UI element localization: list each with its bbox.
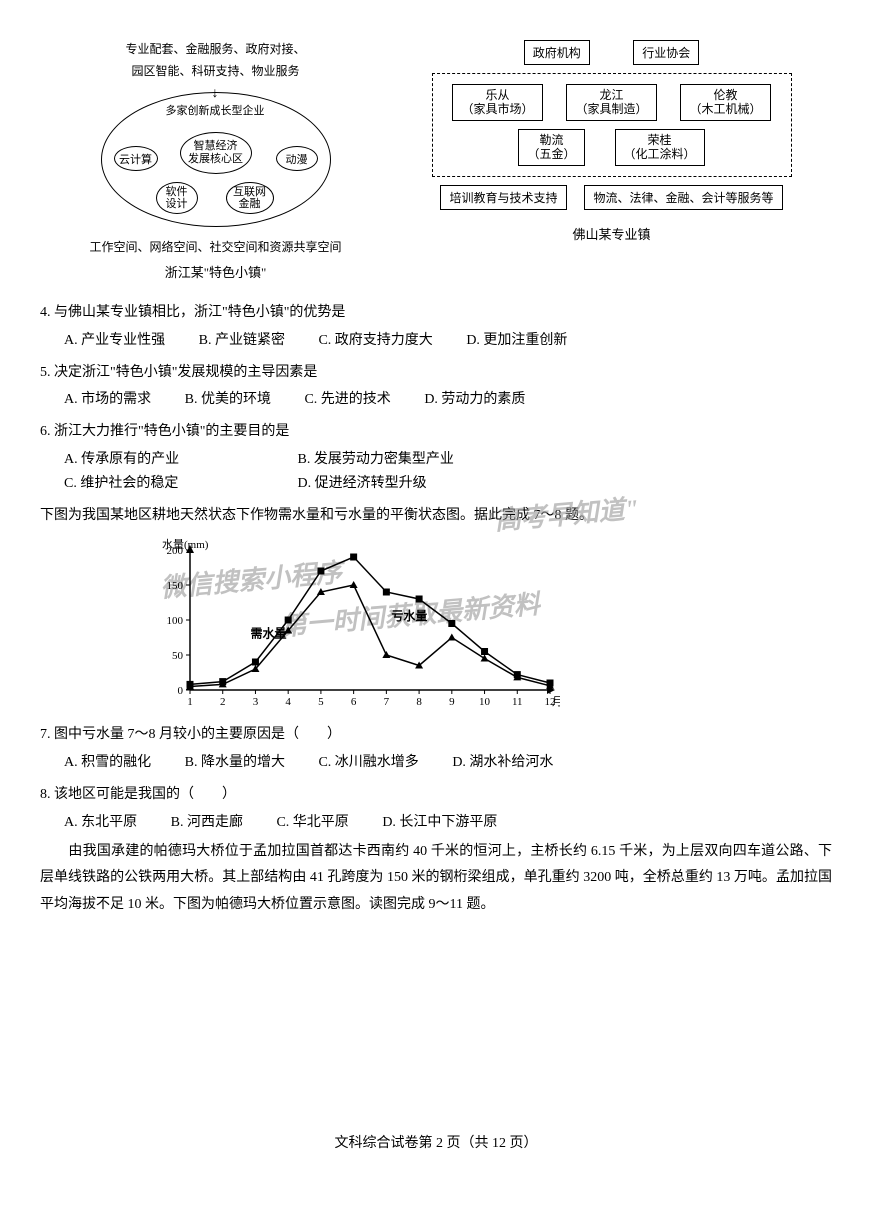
svg-text:4: 4 [285,696,291,708]
services-box: 物流、法律、金融、会计等服务等 [584,185,782,210]
q4-a: A. 产业专业性强 [64,329,165,353]
svg-text:亏水量: 亏水量 [391,608,427,623]
q4-options: A. 产业专业性强 B. 产业链紧密 C. 政府支持力度大 D. 更加注重创新 [40,329,832,353]
zhejiang-diagram: 专业配套、金融服务、政府对接、 园区智能、科研支持、物业服务 ↓ 多家创新成长型… [81,40,351,281]
bottom-row: 培训教育与技术支持 物流、法律、金融、会计等服务等 [432,185,792,210]
svg-text:5: 5 [318,696,324,708]
soft-l2: 设计 [166,198,188,210]
q6-b: B. 发展劳动力密集型产业 [298,448,498,472]
water-chart: 050100150200123456789101112月份水量(mm)需水量亏水… [140,535,560,715]
ronggui-box: 荣桂 （化工涂料） [615,129,705,166]
svg-text:7: 7 [384,696,390,708]
q5-options: A. 市场的需求 B. 优美的环境 C. 先进的技术 D. 劳动力的素质 [40,388,832,412]
svg-text:50: 50 [172,650,184,662]
q5-b: B. 优美的环境 [185,388,271,412]
lecong-l1: 乐从 [485,88,509,102]
watermark-1: "高考早知道" [479,488,640,539]
q7-c: C. 冰川融水增多 [318,751,418,775]
center-l2: 发展核心区 [188,153,243,165]
q8-text: 8. 该地区可能是我国的（ ） [40,783,832,807]
lunjiao-l2: （木工机械） [689,102,761,116]
q6-a: A. 传承原有的产业 [64,448,264,472]
soft-l1: 软件 [166,186,188,198]
net-l2: 金融 [239,198,261,210]
q6-c: C. 维护社会的稳定 [64,472,264,496]
q5-a: A. 市场的需求 [64,388,151,412]
q5-d: D. 劳动力的素质 [424,388,525,412]
q4-b: B. 产业链紧密 [199,329,285,353]
leliu-l2: （五金） [527,147,575,161]
software-node: 软件 设计 [156,182,198,214]
svg-text:150: 150 [167,580,184,592]
right-caption: 佛山某专业镇 [432,224,792,243]
q7-options: A. 积雪的融化 B. 降水量的增大 C. 冰川融水增多 D. 湖水补给河水 [40,751,832,775]
lunjiao-box: 伦教 （木工机械） [680,84,770,121]
q8-d: D. 长江中下游平原 [382,811,497,835]
q7-text: 7. 图中亏水量 7～8 月较小的主要原因是（ ） [40,723,832,747]
dashed-cluster: 乐从 （家具市场） 龙江 （家具制造） 伦教 （木工机械） 勒流 [432,73,792,177]
page-footer: 文科综合试卷第 2 页（共 12 页） [0,1132,872,1152]
lj-l2: （家具制造） [575,102,647,116]
inner-top-text: 多家创新成长型企业 [166,102,265,118]
diagrams-row: 专业配套、金融服务、政府对接、 园区智能、科研支持、物业服务 ↓ 多家创新成长型… [40,40,832,281]
q7-d: D. 湖水补给河水 [452,751,553,775]
anime-node: 动漫 [276,146,318,171]
lunjiao-l1: 伦教 [713,88,737,102]
svg-text:10: 10 [479,696,491,708]
left-caption: 浙江某"特色小镇" [81,262,351,281]
foshan-diagram: 政府机构 行业协会 乐从 （家具市场） 龙江 （家具制造） 伦教 （木工机械） [432,40,792,281]
q6-text: 6. 浙江大力推行"特色小镇"的主要目的是 [40,420,832,444]
leliu-l1: 勒流 [539,133,563,147]
longjiang-box: 龙江 （家具制造） [566,84,656,121]
q5-text: 5. 决定浙江"特色小镇"发展规模的主导因素是 [40,361,832,385]
ellipse-container: ↓ 多家创新成长型企业 智慧经济 发展核心区 云计算 动漫 软件 设计 互联网 [96,84,336,234]
q8-a: A. 东北平原 [64,811,137,835]
center-l1: 智慧经济 [194,140,238,152]
left-top-line2: 园区智能、科研支持、物业服务 [81,62,351,80]
leliu-box: 勒流 （五金） [518,129,584,166]
q8-c: C. 华北平原 [276,811,348,835]
chart-svg: 050100150200123456789101112月份水量(mm)需水量亏水… [140,535,560,715]
cloud-node: 云计算 [114,146,158,171]
left-top-line1: 专业配套、金融服务、政府对接、 [81,40,351,58]
svg-text:100: 100 [167,615,184,627]
svg-text:水量(mm): 水量(mm) [162,538,209,551]
svg-text:2: 2 [220,696,226,708]
q7-a: A. 积雪的融化 [64,751,151,775]
svg-text:9: 9 [449,696,455,708]
internet-node: 互联网 金融 [226,182,274,214]
q7-b: B. 降水量的增大 [185,751,285,775]
lecong-box: 乐从 （家具市场） [452,84,542,121]
q8-b: B. 河西走廊 [171,811,243,835]
svg-text:8: 8 [416,696,422,708]
top-row: 政府机构 行业协会 [432,40,792,65]
svg-text:3: 3 [253,696,259,708]
assoc-box: 行业协会 [633,40,699,65]
lj-l1: 龙江 [599,88,623,102]
svg-text:月份: 月份 [552,695,560,708]
svg-text:0: 0 [178,685,184,697]
lecong-l2: （家具市场） [461,102,533,116]
training-box: 培训教育与技术支持 [440,185,566,210]
rg-l1: 荣桂 [648,133,672,147]
net-l1: 互联网 [233,186,266,198]
intro-78: 下图为我国某地区耕地天然状态下作物需水量和亏水量的平衡状态图。据此完成 7～8 … [40,504,832,528]
svg-text:6: 6 [351,696,357,708]
q4-c: C. 政府支持力度大 [318,329,432,353]
svg-text:11: 11 [512,696,523,708]
q6-options: A. 传承原有的产业 B. 发展劳动力密集型产业 C. 维护社会的稳定 D. 促… [40,448,832,496]
q8-options: A. 东北平原 B. 河西走廊 C. 华北平原 D. 长江中下游平原 [40,811,832,835]
intro-911: 由我国承建的帕德玛大桥位于孟加拉国首都达卡西南约 40 千米的恒河上，主桥长约 … [40,839,832,919]
svg-text:需水量: 需水量 [250,626,286,641]
q4-d: D. 更加注重创新 [466,329,567,353]
center-node: 智慧经济 发展核心区 [180,132,252,174]
q4-text: 4. 与佛山某专业镇相比，浙江"特色小镇"的优势是 [40,301,832,325]
svg-text:1: 1 [187,696,193,708]
q6-d: D. 促进经济转型升级 [298,472,498,496]
gov-box: 政府机构 [524,40,590,65]
rg-l2: （化工涂料） [624,147,696,161]
q5-c: C. 先进的技术 [304,388,390,412]
left-bottom-text: 工作空间、网络空间、社交空间和资源共享空间 [81,238,351,256]
